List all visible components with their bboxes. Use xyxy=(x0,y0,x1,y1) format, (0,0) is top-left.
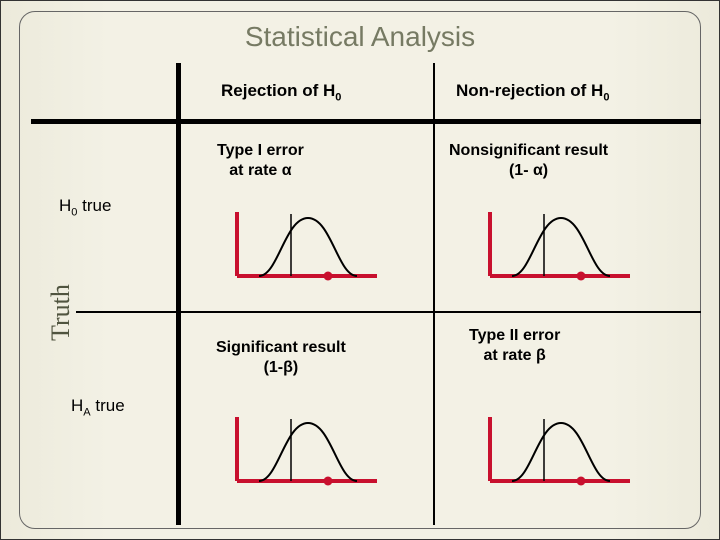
curve-type-i-error xyxy=(223,206,383,286)
y-axis-label-truth: Truth xyxy=(46,284,76,341)
row-label-h0-true: H0 true xyxy=(59,196,111,218)
column-header-rejection: Rejection of H0 xyxy=(221,81,341,103)
row-label-ha-true: HA true xyxy=(71,396,125,418)
cell-label-type-i-error: Type I errorat rate α xyxy=(217,141,304,181)
cell-label-type-ii-error: Type II errorat rate β xyxy=(469,326,560,366)
curve-significant xyxy=(223,411,383,491)
curve-nonsignificant xyxy=(476,206,636,286)
vertical-divider-thin xyxy=(433,63,435,525)
horizontal-divider-thin xyxy=(76,311,701,313)
cell-label-significant: Significant result(1-β) xyxy=(216,338,346,378)
page-title: Statistical Analysis xyxy=(1,21,719,53)
vertical-divider-thick xyxy=(176,63,181,525)
column-header-nonrejection: Non-rejection of H0 xyxy=(456,81,610,103)
horizontal-divider-thick xyxy=(31,119,701,124)
slide: Statistical Analysis Rejection of H0 Non… xyxy=(0,0,720,540)
curve-type-ii-error xyxy=(476,411,636,491)
cell-label-nonsignificant: Nonsignificant result(1- α) xyxy=(449,141,608,181)
